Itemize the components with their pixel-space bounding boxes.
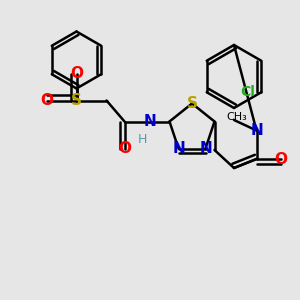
Text: O: O [70, 66, 83, 81]
Text: N: N [144, 114, 156, 129]
Text: O: O [118, 141, 131, 156]
Text: O: O [274, 152, 287, 166]
Text: H: H [138, 133, 147, 146]
Text: Cl: Cl [240, 85, 255, 99]
Text: S: S [71, 93, 82, 108]
Text: N: N [199, 141, 212, 156]
Text: N: N [250, 123, 263, 138]
Text: O: O [40, 93, 53, 108]
Text: CH₃: CH₃ [226, 112, 248, 122]
Text: N: N [172, 141, 185, 156]
Text: S: S [187, 96, 197, 111]
